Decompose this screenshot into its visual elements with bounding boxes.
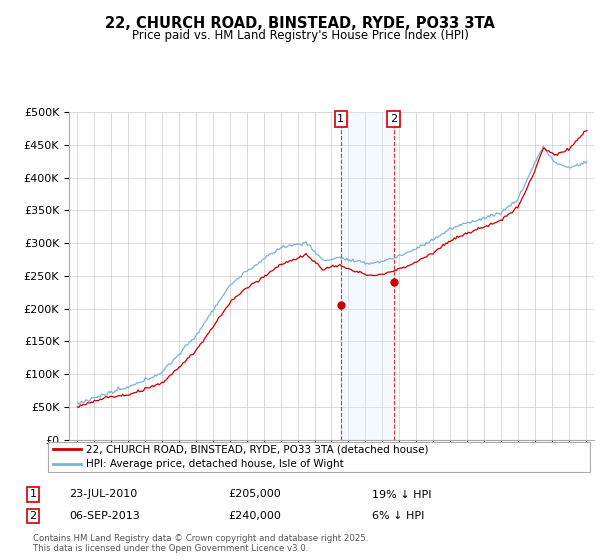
Text: 2: 2 <box>29 511 37 521</box>
Bar <box>341 112 394 440</box>
Text: 22, CHURCH ROAD, BINSTEAD, RYDE, PO33 3TA (detached house): 22, CHURCH ROAD, BINSTEAD, RYDE, PO33 3T… <box>86 445 428 455</box>
Text: 22, CHURCH ROAD, BINSTEAD, RYDE, PO33 3TA: 22, CHURCH ROAD, BINSTEAD, RYDE, PO33 3T… <box>105 16 495 31</box>
Text: Price paid vs. HM Land Registry's House Price Index (HPI): Price paid vs. HM Land Registry's House … <box>131 29 469 42</box>
Text: £205,000: £205,000 <box>228 489 281 500</box>
FancyBboxPatch shape <box>48 442 590 472</box>
Text: HPI: Average price, detached house, Isle of Wight: HPI: Average price, detached house, Isle… <box>86 459 344 469</box>
Text: 23-JUL-2010: 23-JUL-2010 <box>69 489 137 500</box>
Text: 2: 2 <box>390 114 397 124</box>
Text: £240,000: £240,000 <box>228 511 281 521</box>
Text: 1: 1 <box>29 489 37 500</box>
Text: 6% ↓ HPI: 6% ↓ HPI <box>372 511 424 521</box>
Text: 06-SEP-2013: 06-SEP-2013 <box>69 511 140 521</box>
Text: 1: 1 <box>337 114 344 124</box>
Text: 19% ↓ HPI: 19% ↓ HPI <box>372 489 431 500</box>
Text: Contains HM Land Registry data © Crown copyright and database right 2025.
This d: Contains HM Land Registry data © Crown c… <box>33 534 368 553</box>
